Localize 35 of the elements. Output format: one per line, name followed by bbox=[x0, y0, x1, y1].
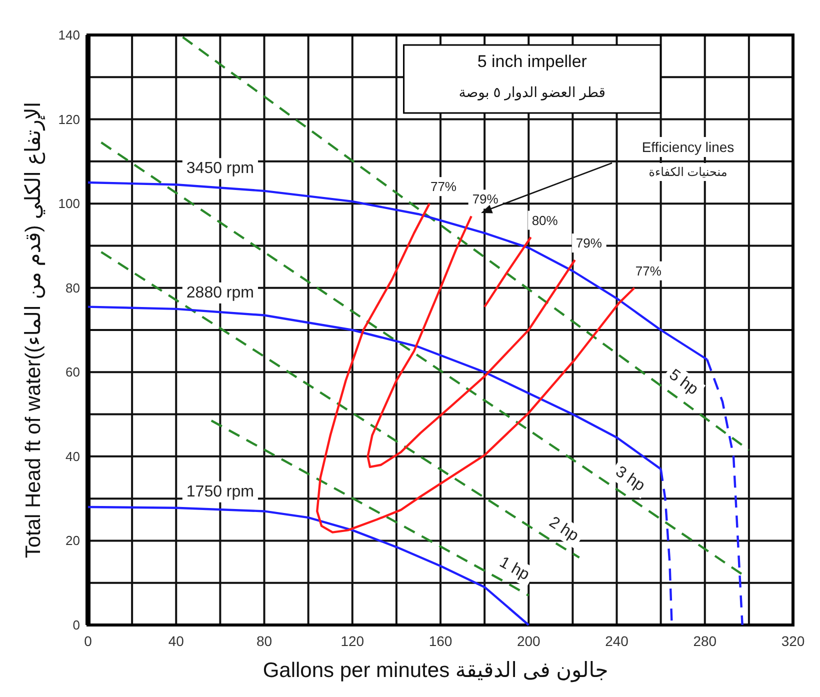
annotation: منحنيات الكفاءة bbox=[648, 165, 728, 179]
series-label: 80% bbox=[532, 212, 558, 228]
x-tick-label: 0 bbox=[84, 633, 92, 649]
y-tick-label: 40 bbox=[66, 448, 80, 464]
x-axis-title: Gallons per minutes جالون فى الدقيقة bbox=[262, 659, 608, 683]
line-series bbox=[86, 506, 530, 626]
text: 1 hp bbox=[496, 554, 532, 584]
line-series bbox=[366, 215, 576, 468]
series-label: 1750 rpm bbox=[186, 483, 254, 500]
y-tick-label: 120 bbox=[58, 112, 80, 127]
x-tick-label: 280 bbox=[693, 633, 717, 649]
text: 77% bbox=[635, 263, 662, 278]
y-tick-label: 100 bbox=[58, 196, 80, 212]
x-tick-label: 200 bbox=[516, 633, 541, 649]
text: 2 hp bbox=[546, 514, 582, 545]
annotation: Efficiency lines bbox=[642, 139, 734, 155]
y-axis-title: Total Head ft of water(الإرتفاع الكلي (قدم من الماء) bbox=[22, 102, 46, 558]
series-label: 77% bbox=[430, 179, 457, 194]
x-tick-label: 160 bbox=[428, 633, 452, 649]
x-tick-label: 320 bbox=[781, 633, 805, 649]
x-tick-label: 120 bbox=[340, 633, 364, 649]
text: 5 hp bbox=[666, 366, 702, 398]
x-tick-label: 240 bbox=[605, 633, 629, 649]
y-tick-label: 20 bbox=[66, 533, 80, 548]
y-tick-label: 80 bbox=[66, 280, 80, 296]
y-tick-label: 0 bbox=[72, 618, 80, 632]
x-tick-label: 80 bbox=[256, 633, 272, 649]
series-label: 79% bbox=[472, 192, 499, 207]
text: 3 hp bbox=[612, 463, 648, 495]
series-label: 3450 rpm bbox=[186, 160, 254, 178]
y-tick-label: 140 bbox=[58, 28, 80, 42]
series-label: 2880 rpm bbox=[186, 284, 254, 302]
x-tick-label: 40 bbox=[168, 633, 184, 649]
text: 79% bbox=[576, 236, 602, 251]
y-tick-label: 60 bbox=[66, 364, 80, 380]
